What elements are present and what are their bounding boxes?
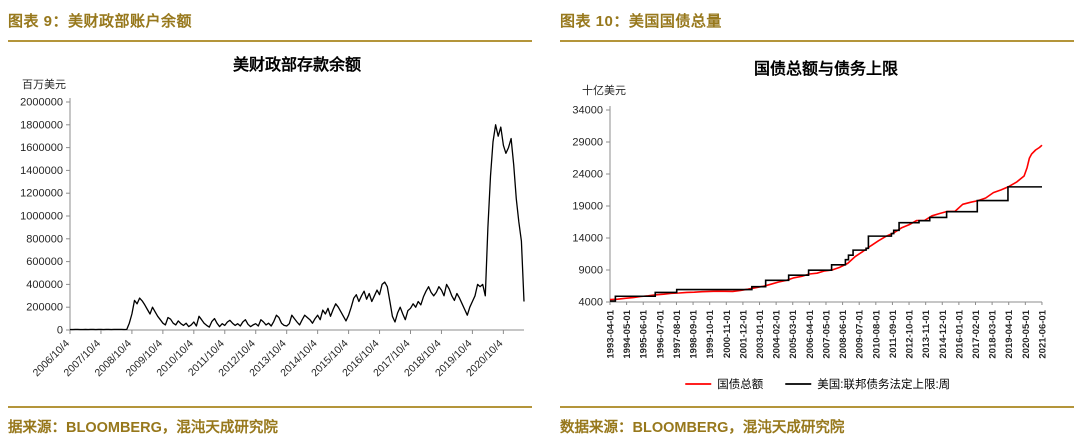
y-tick-label: 19000 [572,201,603,213]
figure-10-panel: 图表 10：美国国债总量 国债总额与债务上限十亿美元 4000 9000 14000 1… [560,8,1074,440]
x-tick-label: 2010-08-01 [871,309,882,358]
x-tick-label: 1995-06-01 [639,309,650,358]
y-axis-unit-label: 百万美元 [22,78,66,91]
x-tick-label: 2003-01-01 [755,309,766,358]
x-tick-label: 2014-12-01 [938,309,949,358]
y-tick-label: 600000 [26,256,63,268]
y-tick-label: 4000 [579,297,603,309]
series-step-line-1 [610,186,1042,302]
y-tick-label: 2000000 [20,97,63,109]
x-tick-label: 2016-01-01 [954,309,965,358]
y-tick-label: 200000 [26,302,63,314]
y-tick-labels: 0 200000 400000 600000 800000 1000000 1200000 1… [20,97,70,337]
x-tick-labels: 2006/10/42007/10/42008/10/42009/10/42010… [31,330,506,379]
x-tick-label: 2008-06-01 [838,309,849,358]
figure-9-panel: 图表 9：美财政部账户余额 美财政部存款余额百万美元 0 200000 400000 6… [8,8,532,440]
y-tick-label: 1600000 [20,142,63,154]
y-tick-label: 24000 [572,169,603,181]
x-tick-labels: 1993-04-01 1994-05-01 1995-06-01 1996-07-01… [606,302,1048,359]
x-tick-label: 2013-11-01 [921,309,932,358]
y-tick-label: 9000 [579,265,603,277]
x-tick-label: 2006-04-01 [805,309,816,358]
y-tick-label: 800000 [26,233,63,245]
series-line-0 [70,124,525,331]
y-tick-label: 400000 [26,279,63,291]
y-tick-label: 1800000 [20,119,63,131]
x-tick-label: 2017-02-01 [971,309,982,358]
legend: 国债总额 美国:联邦债务法定上限:周 [685,377,950,391]
x-tick-label: 2019-04-01 [1004,309,1015,358]
y-tick-label: 0 [57,325,63,337]
x-tick-label: 2012-10-01 [905,309,916,358]
x-tick-label: 1998-09-01 [689,309,700,358]
x-tick-label: 1994-05-01 [622,309,633,358]
x-tick-label: 2009-07-01 [855,309,866,358]
y-tick-label: 34000 [572,105,603,117]
y-tick-label: 14000 [572,233,603,245]
x-tick-label: 1993-04-01 [606,309,617,358]
figure-9-source: 据来源：BLOOMBERG，混沌天成研究院 [8,406,532,440]
x-tick-label: 2001-12-01 [738,309,749,358]
legend-label-1: 美国:联邦债务法定上限:周 [817,377,950,391]
y-tick-label: 1200000 [20,188,63,200]
y-tick-label: 29000 [572,137,603,149]
x-tick-label: 1999-10-01 [705,309,716,358]
figure-10-header-rule [560,40,1074,42]
series-line-0 [609,144,1043,301]
figure-10-source: 数据来源：BLOOMBERG，混沌天成研究院 [560,406,1074,440]
x-tick-label: 2007-05-01 [821,309,832,358]
y-tick-label: 1400000 [20,165,63,177]
y-tick-label: 1000000 [20,211,63,223]
x-tick-label: 2020-05-01 [1021,309,1032,358]
legend-label-0: 国债总额 [717,377,763,391]
figure-9-header: 图表 9：美财政部账户余额 [8,13,193,30]
y-tick-labels: 4000 9000 14000 19000 24000 29000 34000 [572,105,610,309]
figure-9-header-rule [8,40,532,42]
x-tick-label: 1996-07-01 [655,309,666,358]
chart-title: 美财政部存款余额 [233,55,361,74]
chart-title: 国债总额与债务上限 [754,59,899,78]
x-tick-label: 2004-02-01 [772,309,783,358]
x-tick-label: 1997-08-01 [672,309,683,358]
y-axis-unit-label: 十亿美元 [582,83,626,97]
x-tick-label: 2011-09-01 [888,309,899,358]
x-tick-label: 2018-03-01 [988,309,999,358]
x-tick-label: 2005-03-01 [788,309,799,358]
x-tick-label: 2000-11-01 [722,309,733,358]
x-tick-label: 2021-06-01 [1037,309,1048,358]
figure-10-header: 图表 10：美国国债总量 [560,13,722,30]
